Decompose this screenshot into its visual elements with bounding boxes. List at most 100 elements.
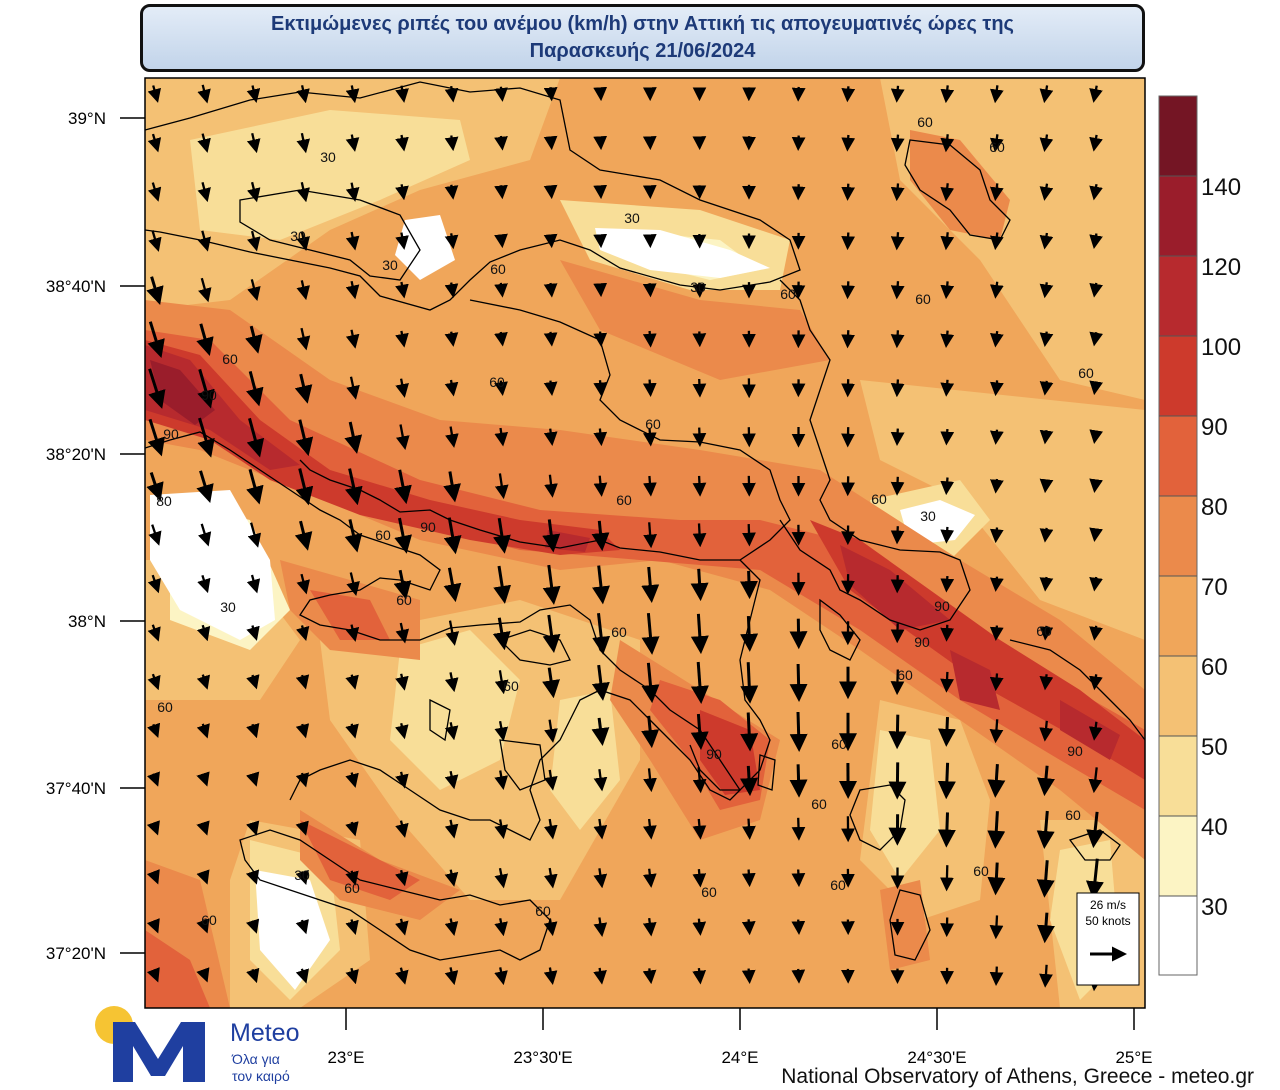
wind-arrow-icon [1039,674,1054,691]
wind-arrow-icon [345,329,360,349]
wind-arrow-icon [394,517,412,554]
wind-arrow-icon [1089,576,1103,592]
wind-arrow-icon [542,564,561,605]
wind-arrow-icon [642,428,657,447]
wind-arrow-icon [246,417,265,458]
lat-label: 37°40'N [46,779,106,798]
wind-arrow-icon [741,919,756,936]
wind-arrow-icon [890,476,905,496]
wind-arrow-icon [990,380,1004,397]
wind-arrow-icon [296,327,311,351]
contour-label: 80 [156,493,172,509]
contour-label: 60 [489,374,505,390]
wind-arrow-icon [395,622,410,644]
wind-arrow-icon [1039,527,1054,543]
wind-arrow-icon [940,134,955,153]
contour-label: 90 [1067,743,1083,759]
wind-arrow-icon [146,967,160,983]
wind-arrow-icon [395,918,409,936]
contour-label: 60 [396,592,412,608]
wind-arrow-icon [989,183,1004,202]
wind-arrow-icon [345,182,360,202]
wind-arrow-icon [494,427,509,447]
wind-arrow-icon [147,182,162,202]
colorbar-label: 140 [1201,174,1241,201]
wind-arrow-icon [246,133,261,154]
wind-arrow-icon [940,526,955,544]
contour-label: 60 [917,114,933,130]
wind-arrow-icon [345,624,360,642]
wind-arrow-icon [937,812,956,848]
contour-label: 60 [1078,365,1094,381]
wind-arrow-icon [789,764,808,798]
wind-arrow-icon [443,517,462,555]
wind-arrow-icon [196,918,210,934]
gust-field [145,78,1145,1008]
contour-label: 60 [811,796,827,812]
wind-arrow-icon [593,331,608,347]
wind-arrow-icon [1089,625,1103,641]
wind-arrow-icon [1039,134,1054,153]
lon-label: 24°E [721,1048,758,1067]
wind-arrow-icon [147,624,161,642]
contour-label: 90 [420,519,436,535]
wind-arrow-icon [989,232,1004,251]
wind-arrow-icon [890,526,905,545]
wind-arrow-icon [591,717,610,747]
wind-arrow-icon [593,868,608,889]
wind-arrow-icon [591,520,610,552]
wind-arrow-icon [544,474,558,498]
contour-label: 30 [290,228,306,244]
wind-arrow-icon [741,968,756,984]
map-title: Εκτιμώμενες ριπές του ανέμου (km/h) στην… [140,4,1145,72]
wind-arrow-icon [494,184,508,200]
contour-label: 60 [645,416,661,432]
wind-arrow-icon [1039,232,1054,250]
wind-arrow-icon [592,565,610,605]
wind-arrow-icon [196,674,211,690]
wind-arrow-icon [940,429,955,446]
wind-arrow-icon [543,282,558,298]
logo-tagline: τον καιρό [232,1068,290,1084]
wind-arrow-icon [395,134,409,152]
contour-label: 90 [706,746,722,762]
wind-arrow-icon [1039,429,1054,445]
wind-arrow-icon [395,722,409,740]
wind-arrow-icon [197,417,215,458]
colorbar-label: 50 [1201,734,1228,761]
lon-label: 24°30'E [907,1048,966,1067]
wind-arrow-icon [643,475,657,497]
wind-arrow-icon [395,820,409,838]
wind-arrow-icon [444,967,459,986]
contour-labels: 30 30 30 30 30 30 30 30 60 60 60 60 60 6… [156,114,1094,928]
wind-arrow-icon [246,371,264,407]
lat-label: 38°N [68,612,106,631]
wind-arrow-icon [345,134,360,152]
wind-arrow-icon [345,280,360,300]
wind-arrow-icon [1089,380,1104,396]
title-line-1: Εκτιμώμενες ριπές του ανέμου (km/h) στην… [271,13,1014,35]
wind-arrow-icon [1089,282,1103,298]
wind-arrow-icon [197,574,211,594]
colorbar-swatch [1159,576,1197,656]
contour-label: 60 [831,736,847,752]
wind-arrow-icon [544,719,558,743]
colorbar-label: 70 [1201,574,1228,601]
wind-arrow-icon [542,519,561,553]
wind-arrow-icon [692,918,707,936]
wind-arrow-icon [494,380,508,396]
wind-arrow-icon [146,276,164,306]
wind-arrow-icon [147,418,165,457]
wind-arrow-icon [1039,85,1054,104]
contour-label: 60 [616,492,632,508]
meteo-logo: Meteo Όλα για τον καιρό [93,1004,333,1090]
wind-arrow-icon [443,471,461,503]
wind-arrow-icon [295,468,314,506]
colorbar-swatch [1159,96,1197,176]
lon-label: 25°E [1115,1048,1152,1067]
wind-arrow-icon [692,378,707,398]
wind-arrow-icon [246,918,260,934]
wind-arrow-icon [146,918,160,934]
wind-arrow-icon [642,868,657,888]
wind-arrow-icon [444,282,459,298]
